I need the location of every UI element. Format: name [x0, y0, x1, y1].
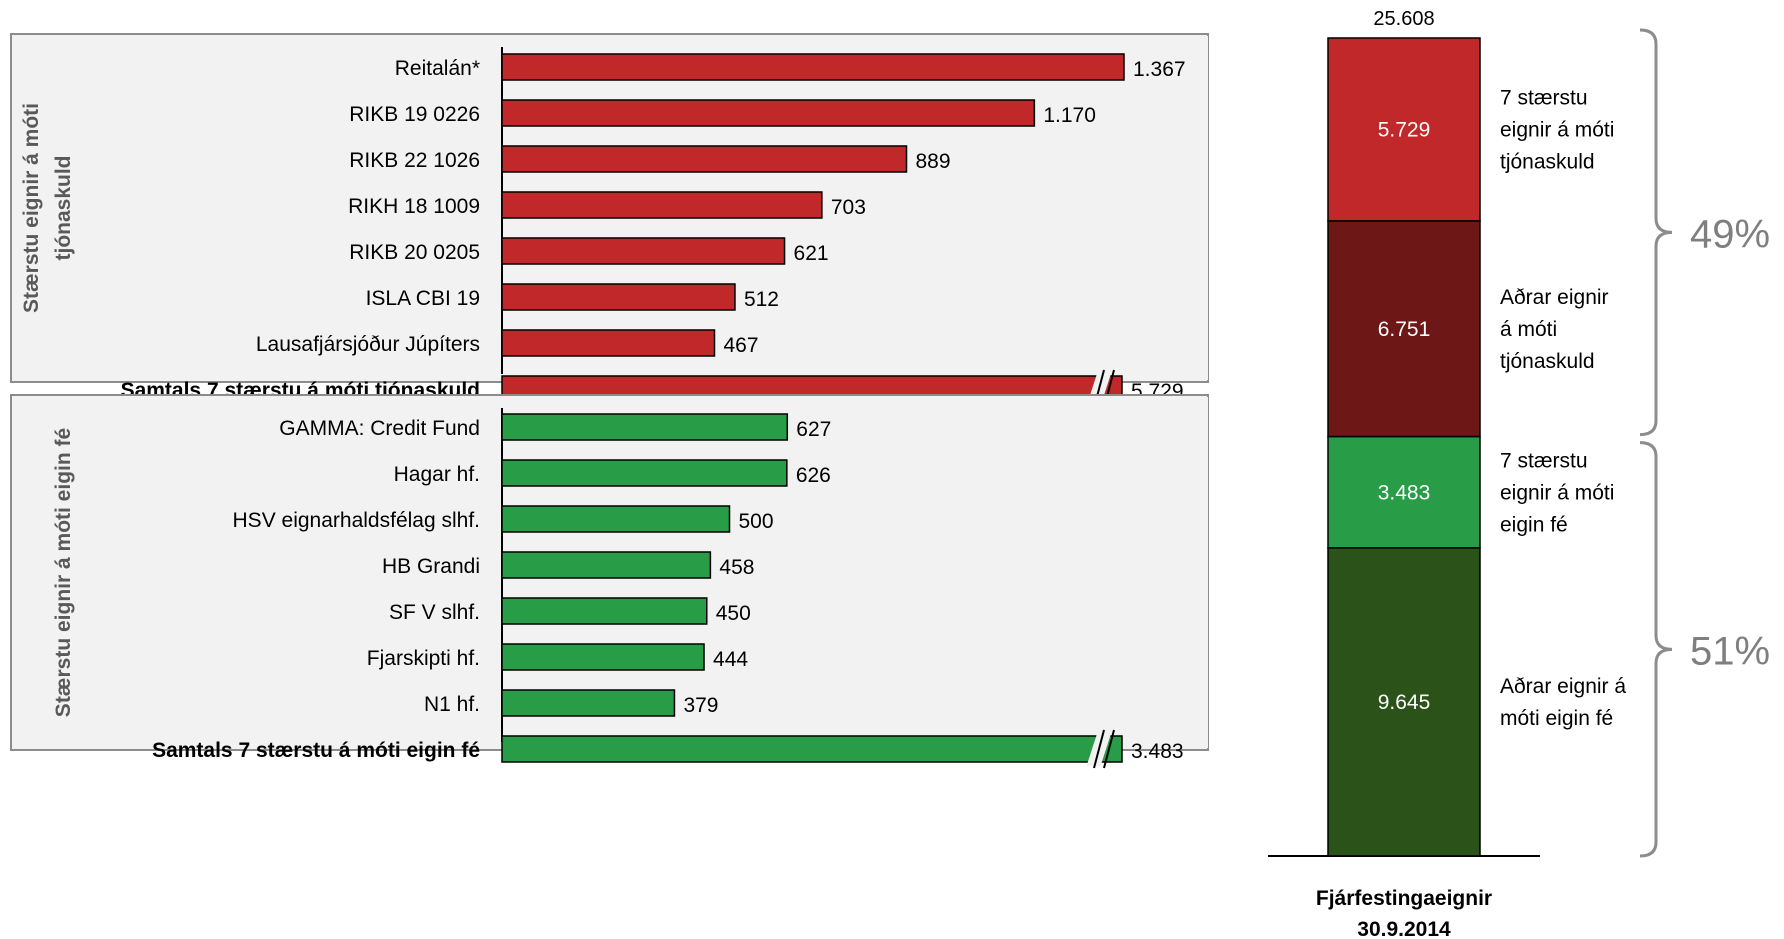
segment-description: 7 stærstu [1500, 449, 1588, 472]
bracket-percent-label: 51% [1690, 629, 1770, 673]
segment-description: Aðrar eignir á [1500, 675, 1626, 698]
category-label: Reitalán* [395, 57, 480, 80]
panel-equity: Stærstu eignir á móti eigin fé GAMMA: Cre… [10, 394, 1209, 769]
panel-claims: Stærstu eignir á móti tjónaskuld Reitalán*… [10, 33, 1209, 409]
bar [501, 329, 716, 357]
stacked-segment [1327, 220, 1481, 438]
bar [501, 551, 712, 579]
bar [501, 413, 789, 441]
category-label: N1 hf. [424, 693, 480, 716]
value-label: 500 [739, 510, 774, 533]
value-label: 703 [831, 196, 866, 219]
category-label: RIKB 19 0226 [349, 103, 480, 126]
value-label: 621 [794, 242, 829, 265]
category-label: HSV eignarhaldsfélag slhf. [233, 509, 480, 532]
category-label: Lausafjársjóður Júpíters [256, 333, 480, 356]
bar [501, 283, 736, 311]
segment-description: á móti [1500, 318, 1557, 341]
stacked-total-label: 25.608 [1373, 8, 1434, 30]
bar [501, 53, 1125, 81]
value-label: 1.367 [1133, 58, 1186, 81]
bracket [1639, 28, 1673, 437]
segment-value-label: 9.645 [1378, 691, 1431, 714]
category-label: Fjarskipti hf. [367, 647, 480, 670]
segment-description: tjónaskuld [1500, 350, 1595, 373]
bar [501, 735, 1123, 763]
category-label: Samtals 7 stærstu á móti eigin fé [152, 739, 480, 762]
stacked-segment [1327, 37, 1481, 222]
bar [501, 597, 708, 625]
axis-break-mark [1093, 729, 1105, 769]
value-label: 379 [683, 694, 718, 717]
category-label: HB Grandi [382, 555, 480, 578]
value-label: 467 [723, 334, 758, 357]
bar [501, 99, 1036, 127]
panel-label-claims-2: tjónaskuld [52, 155, 75, 260]
segment-description: eignir á móti [1500, 481, 1614, 504]
category-label: RIKB 20 0205 [349, 241, 480, 264]
stacked-xlabel: Fjárfestingaeignir [1316, 887, 1492, 910]
category-label: SF V slhf. [389, 601, 480, 624]
category-label: ISLA CBI 19 [366, 287, 480, 310]
bracket-percent-label: 49% [1690, 212, 1770, 256]
segment-description: móti eigin fé [1500, 707, 1613, 730]
stacked-column: 25.608 5.729 7 stærstu eignir á móti tjónask… [1268, 8, 1770, 939]
bar [501, 643, 705, 671]
segment-value-label: 3.483 [1378, 481, 1431, 504]
value-label: 458 [719, 556, 754, 579]
segment-description: 7 stærstu [1500, 87, 1588, 110]
category-label: GAMMA: Credit Fund [279, 417, 480, 440]
stacked-segment [1327, 435, 1481, 549]
bar [501, 689, 676, 717]
axis-break-mark [1103, 729, 1115, 769]
bar [501, 237, 786, 265]
segment-value-label: 5.729 [1378, 119, 1431, 142]
segment-description: Aðrar eignir [1500, 286, 1609, 309]
bracket [1639, 441, 1673, 858]
value-label: 512 [744, 288, 779, 311]
value-label: 444 [713, 648, 748, 671]
category-label: RIKH 18 1009 [348, 195, 480, 218]
bar [501, 145, 908, 173]
segment-description: tjónaskuld [1500, 151, 1595, 174]
segment-description: eignir á móti [1500, 119, 1614, 142]
stacked-xlabel: 30.9.2014 [1357, 918, 1451, 939]
value-label: 627 [796, 418, 831, 441]
segment-value-label: 6.751 [1378, 318, 1431, 341]
value-label: 1.170 [1043, 104, 1096, 127]
category-label: RIKB 22 1026 [349, 149, 480, 172]
bar [501, 459, 788, 487]
stacked-segment [1327, 547, 1481, 857]
panel-label-equity: Stærstu eignir á móti eigin fé [52, 428, 75, 717]
value-label: 450 [716, 602, 751, 625]
value-label: 889 [916, 150, 951, 173]
bar [501, 505, 731, 533]
segment-description: eigin fé [1500, 513, 1568, 536]
panel-label-claims: Stærstu eignir á móti [20, 103, 43, 313]
value-label: 3.483 [1131, 740, 1184, 763]
bar [501, 191, 823, 219]
value-label: 626 [796, 464, 831, 487]
category-label: Hagar hf. [394, 463, 480, 486]
